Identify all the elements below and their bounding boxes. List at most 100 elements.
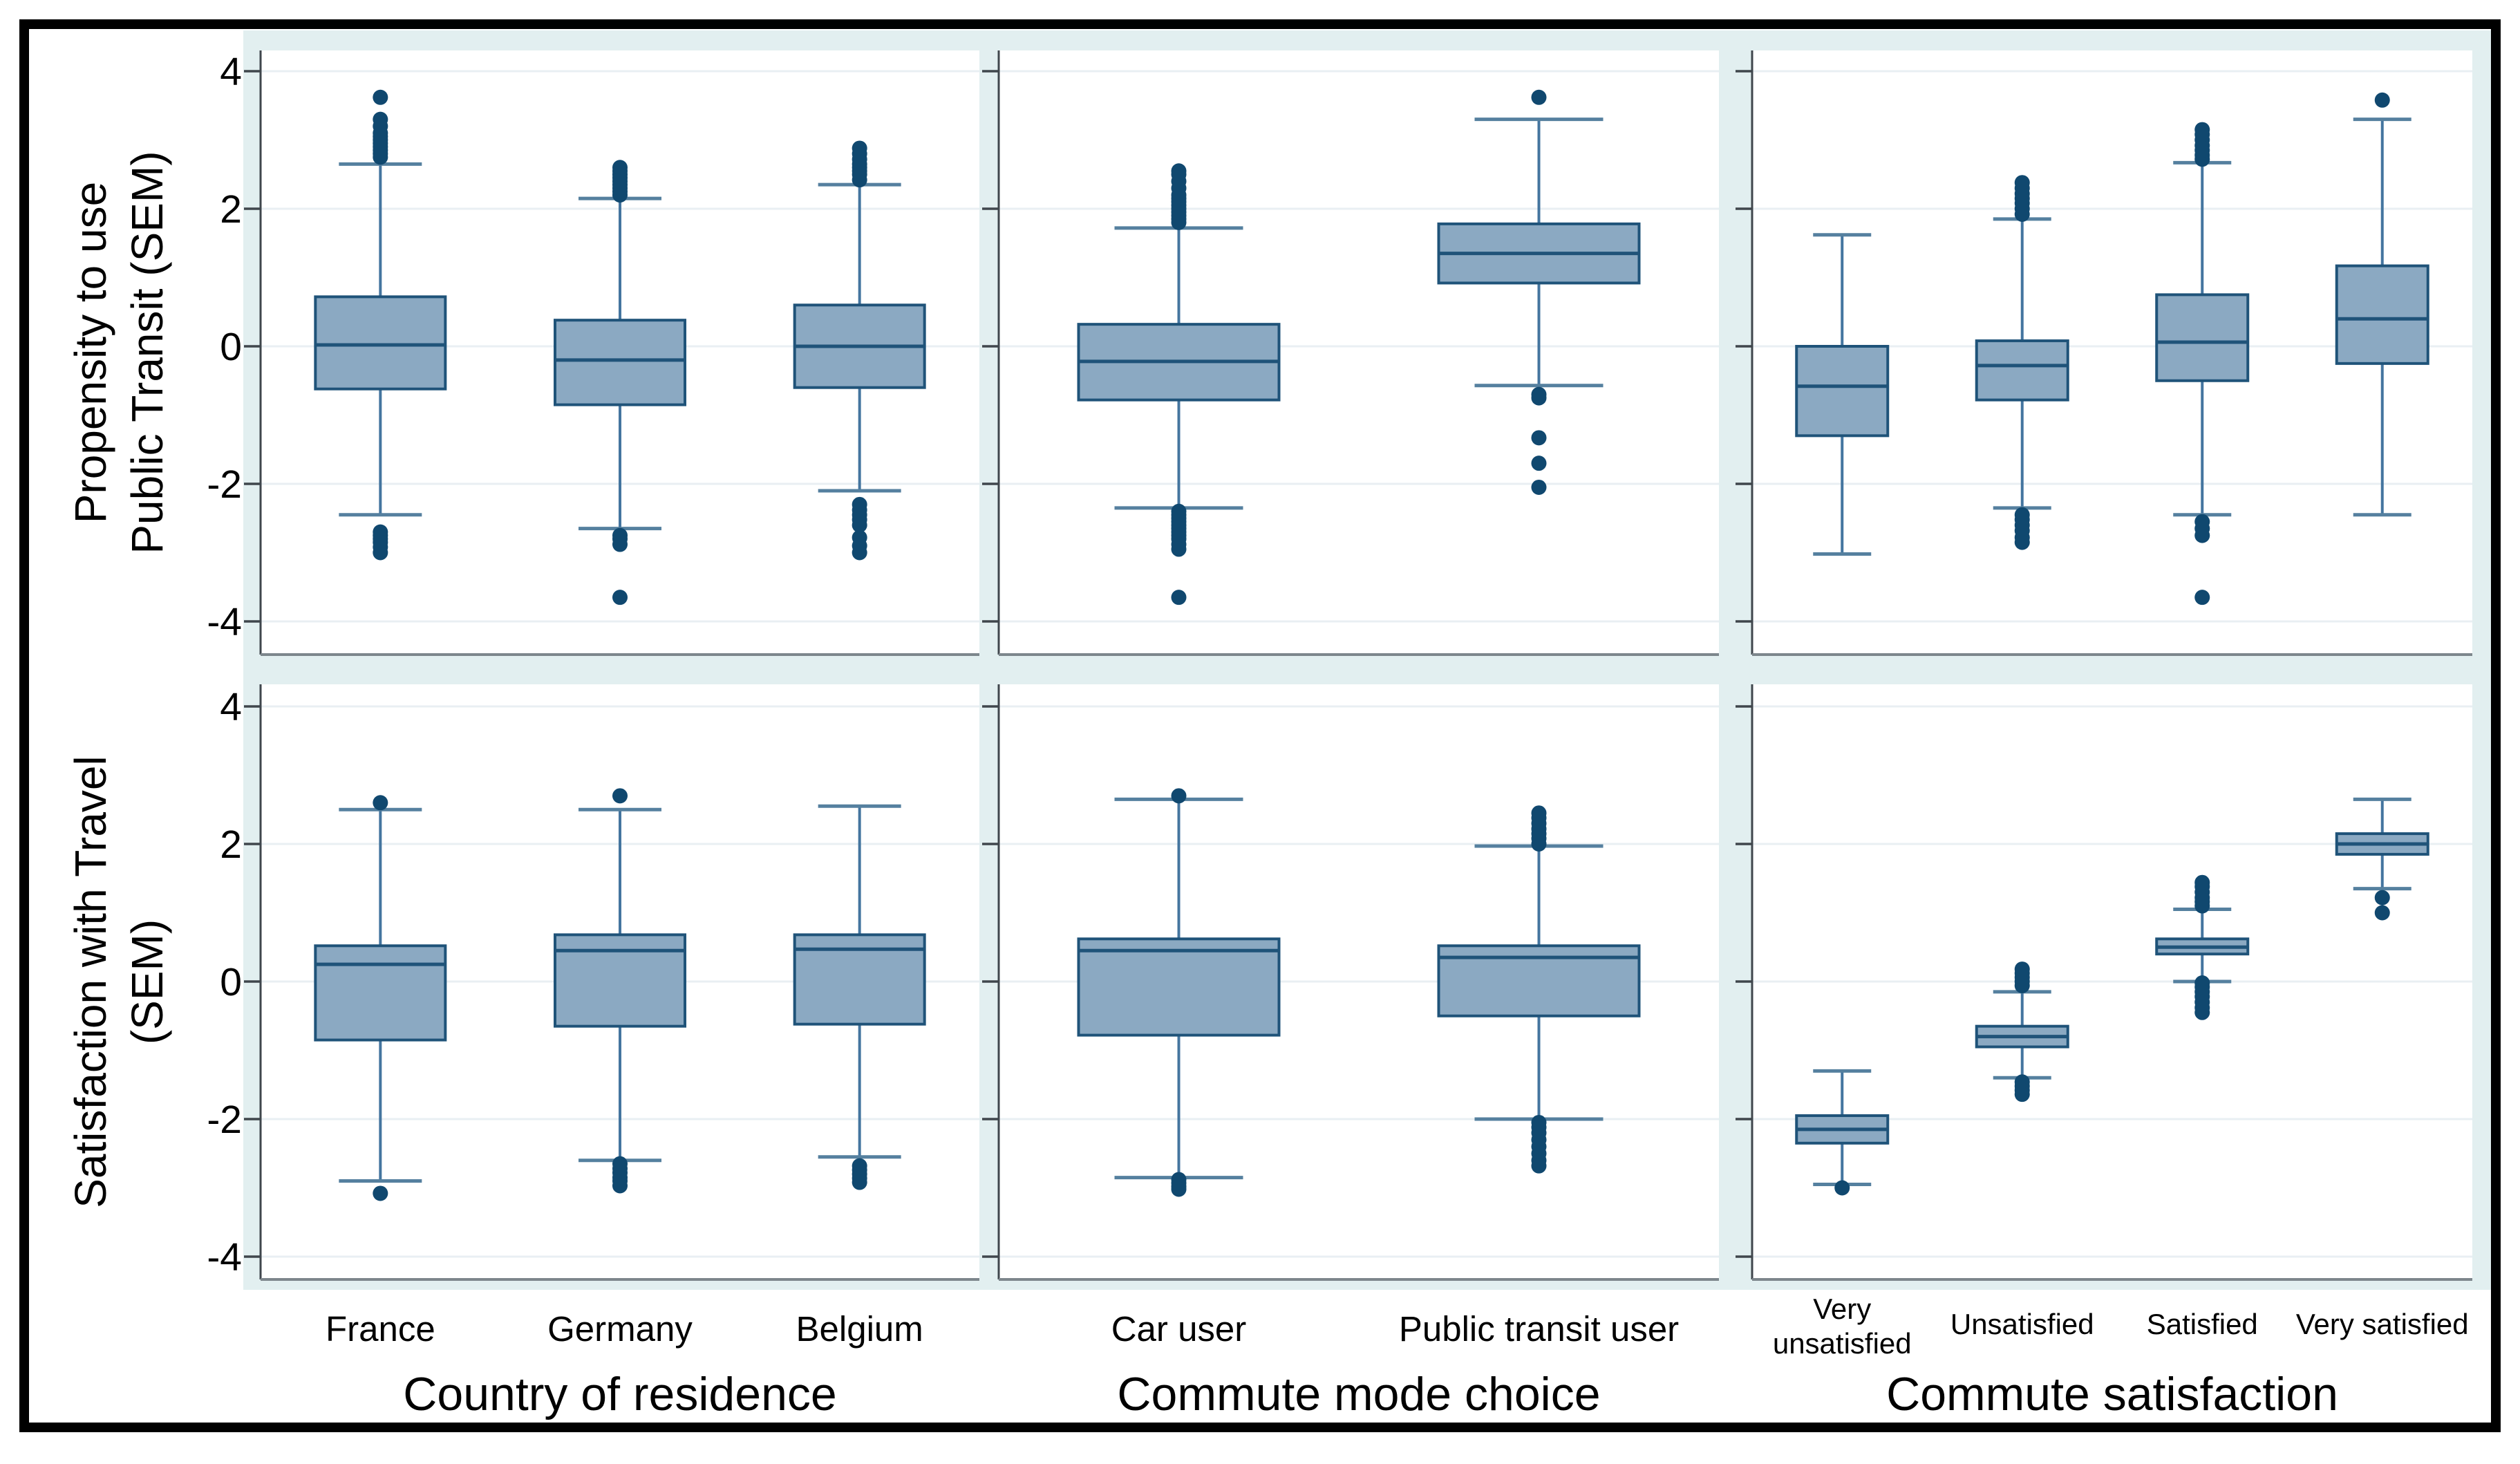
outlier-dot (852, 545, 867, 561)
outlier-dot (2194, 874, 2210, 890)
outlier-dot (373, 111, 388, 127)
panel-satisfaction-country (244, 684, 979, 1281)
outlier-dot (2194, 527, 2210, 543)
axis-labels: 4 2 0 -2 -4 Propensity to use Public Transit (… (66, 50, 2469, 1420)
outlier-dot (1171, 163, 1187, 179)
y-tick-label: 0 (220, 960, 242, 1004)
panel-propensity-country (244, 50, 979, 656)
box-car-user (1077, 163, 1281, 606)
outlier-dot (2374, 905, 2390, 921)
panel-propensity-commute-satisfaction (1736, 50, 2472, 656)
box-public-transit-user (1437, 89, 1641, 495)
box-belgium (793, 804, 926, 1190)
y-tick-label: 2 (220, 823, 242, 867)
outlier-dot (2014, 1087, 2030, 1102)
outlier-dot (1531, 456, 1547, 471)
y-tick-label: 0 (220, 325, 242, 369)
outlier-dot (1531, 805, 1547, 821)
x-axis-title-country: Country of residence (403, 1368, 836, 1420)
figure-border (19, 19, 2501, 1432)
outlier-dot (612, 1178, 628, 1194)
box-public-transit-user (1437, 805, 1641, 1174)
outlier-dot (612, 160, 628, 176)
x-tick-label-car-user: Car user (1111, 1309, 1247, 1349)
outer-border (19, 19, 2501, 1432)
x-axis-title-commute-satisfaction: Commute satisfaction (1886, 1368, 2338, 1420)
iqr-box (314, 944, 447, 1042)
box-unsatisfied (1975, 175, 2069, 550)
box-belgium (793, 140, 926, 561)
outlier-dot (2194, 122, 2210, 138)
outlier-dot (612, 788, 628, 804)
y-tick-label: 2 (220, 187, 242, 232)
outlier-dot (373, 795, 388, 811)
outlier-dot (1171, 1181, 1187, 1197)
x-axis-title-mode: Commute mode choice (1117, 1368, 1600, 1420)
outlier-dot (2374, 890, 2390, 905)
x-tick-label-very-unsatisfied: unsatisfied (1773, 1327, 1912, 1360)
x-tick-label-very-satisfied: Very satisfied (2296, 1308, 2469, 1340)
outlier-dot (852, 1174, 867, 1190)
outlier-dot (2374, 92, 2390, 108)
x-tick-label-satisfied: Satisfied (2147, 1308, 2258, 1340)
outlier-dot (1171, 541, 1187, 557)
outlier-dot (1531, 390, 1547, 406)
outlier-dot (1531, 479, 1547, 495)
panel-propensity-mode (982, 50, 1719, 656)
iqr-box (1795, 345, 1890, 438)
iqr-box (2335, 264, 2429, 365)
x-tick-label-belgium: Belgium (796, 1309, 923, 1349)
outlier-dot (1531, 430, 1547, 446)
outlier-dot (1531, 89, 1547, 105)
outlier-dot (373, 545, 388, 561)
outlier-dot (1171, 788, 1187, 804)
x-tick-label-france: France (326, 1309, 435, 1349)
outlier-dot (2014, 961, 2030, 977)
outlier-dot (373, 89, 388, 105)
outlier-dot (852, 517, 867, 533)
y-tick-label: -4 (207, 1235, 242, 1279)
outlier-dot (612, 590, 628, 606)
y-tick-label: -2 (207, 1098, 242, 1142)
box-satisfied (2155, 874, 2250, 1020)
box-very-satisfied (2335, 797, 2429, 921)
box-very-satisfied (2335, 92, 2429, 517)
box-satisfied (2155, 122, 2250, 606)
panels (244, 50, 2472, 1281)
outlier-dot (852, 140, 867, 156)
x-tick-label-very-unsatisfied: Very (1813, 1293, 1871, 1325)
outlier-dot (2194, 1004, 2210, 1020)
outlier-dot (1834, 1180, 1850, 1196)
y-axis-title: Propensity to use Public Transit (SEM) (66, 151, 172, 554)
panel-satisfaction-commute-satisfaction (1736, 684, 2472, 1281)
iqr-box (554, 933, 686, 1028)
panel-satisfaction-mode (982, 684, 1719, 1281)
outlier-dot (2194, 590, 2210, 606)
box-france (314, 795, 447, 1201)
box-unsatisfied (1975, 961, 2069, 1102)
box-car-user (1077, 788, 1281, 1197)
outlier-dot (1531, 1158, 1547, 1174)
y-tick-label: 4 (220, 50, 242, 94)
outlier-dot (1171, 590, 1187, 606)
x-tick-label-germany: Germany (547, 1309, 693, 1349)
iqr-box (554, 319, 686, 406)
outlier-dot (2014, 534, 2030, 550)
y-tick-label: -2 (207, 462, 242, 507)
iqr-box (2155, 293, 2250, 382)
iqr-box (1077, 937, 1281, 1037)
iqr-box (1975, 339, 2069, 402)
iqr-box (314, 295, 447, 391)
y-axis-title: Satisfaction with Travel (SEM) (66, 756, 172, 1208)
box-very-unsatisfied (1795, 233, 1890, 556)
x-tick-label-unsatisfied: Unsatisfied (1950, 1308, 2094, 1340)
outlier-dot (612, 536, 628, 552)
outlier-dot (373, 1185, 388, 1201)
box-france (314, 89, 447, 561)
box-germany (554, 160, 686, 606)
outlier-dot (2014, 175, 2030, 191)
x-tick-label-public-transit-user: Public transit user (1399, 1309, 1679, 1349)
box-very-unsatisfied (1795, 1069, 1890, 1196)
